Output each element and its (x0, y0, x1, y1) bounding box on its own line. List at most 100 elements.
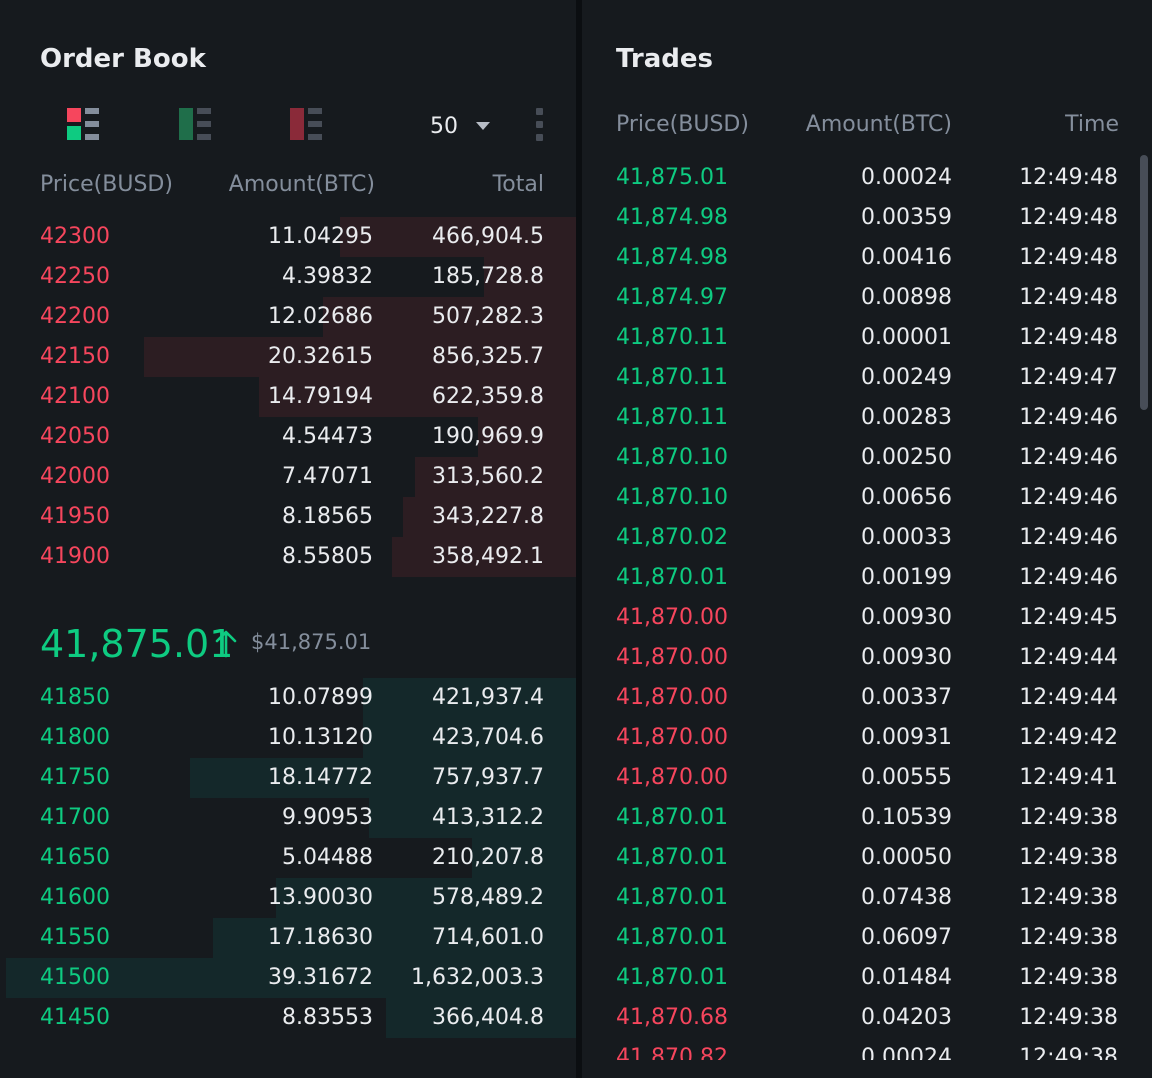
price-cell: 41850 (40, 685, 110, 710)
ask-row[interactable]: 42000 7.47071 313,560.2 (0, 457, 576, 497)
trade-row: 41,870.01 0.06097 12:49:38 (582, 918, 1132, 958)
trade-time: 12:49:41 (1019, 765, 1118, 790)
total-cell: 466,904.5 (432, 224, 544, 249)
last-price: 41,875.01 (40, 622, 234, 666)
trades-header-amount: Amount(BTC) (805, 112, 952, 137)
trade-price: 41,870.01 (616, 845, 728, 870)
price-cell: 41700 (40, 805, 110, 830)
bid-row[interactable]: 41800 10.13120 423,704.6 (0, 718, 576, 758)
trade-price: 41,870.01 (616, 565, 728, 590)
trade-price: 41,870.00 (616, 685, 728, 710)
bid-row[interactable]: 41550 17.18630 714,601.0 (0, 918, 576, 958)
ask-row[interactable]: 42200 12.02686 507,282.3 (0, 297, 576, 337)
trade-price: 41,870.00 (616, 645, 728, 670)
ask-row[interactable]: 41900 8.55805 358,492.1 (0, 537, 576, 577)
depth-bar (259, 377, 576, 417)
trade-time: 12:49:46 (1019, 405, 1118, 430)
depth-value: 50 (430, 113, 458, 139)
bid-row[interactable]: 41850 10.07899 421,937.4 (0, 678, 576, 718)
trade-time: 12:49:38 (1019, 1045, 1118, 1060)
trade-price: 41,870.68 (616, 1005, 728, 1030)
depth-bar (385, 998, 576, 1038)
trade-amount: 0.00199 (861, 565, 952, 590)
trade-row: 41,870.10 0.00250 12:49:46 (582, 438, 1132, 478)
trade-time: 12:49:46 (1019, 525, 1118, 550)
ask-row[interactable]: 42250 4.39832 185,728.8 (0, 257, 576, 297)
amount-cell: 4.54473 (282, 424, 373, 449)
ask-row[interactable]: 42300 11.04295 466,904.5 (0, 217, 576, 257)
amount-cell: 18.14772 (268, 765, 373, 790)
bid-row[interactable]: 41500 39.31672 1,632,003.3 (0, 958, 576, 998)
trade-price: 41,870.01 (616, 885, 728, 910)
order-book-asks-icon[interactable] (290, 108, 324, 142)
trade-time: 12:49:38 (1019, 885, 1118, 910)
trade-time: 12:49:38 (1019, 965, 1118, 990)
order-book-panel: Order Book 50 Price(BUSD) Amount(BTC) To… (0, 0, 576, 1078)
trades-panel: Trades Price(BUSD) Amount(BTC) Time 41,8… (582, 0, 1152, 1078)
order-book-both-icon[interactable] (67, 108, 101, 142)
trade-time: 12:49:38 (1019, 1005, 1118, 1030)
total-cell: 190,969.9 (432, 424, 544, 449)
trade-amount: 0.10539 (861, 805, 952, 830)
trade-amount: 0.00555 (861, 765, 952, 790)
total-cell: 622,359.8 (432, 384, 544, 409)
more-options-icon[interactable] (536, 108, 544, 142)
amount-cell: 8.83553 (282, 1005, 373, 1030)
caret-down-icon (476, 122, 490, 130)
trade-amount: 0.00931 (861, 725, 952, 750)
price-cell: 41600 (40, 885, 110, 910)
trade-row: 41,870.68 0.04203 12:49:38 (582, 998, 1132, 1038)
amount-cell: 7.47071 (282, 464, 373, 489)
price-cell: 42000 (40, 464, 110, 489)
ask-row[interactable]: 42100 14.79194 622,359.8 (0, 377, 576, 417)
price-cell: 42200 (40, 304, 110, 329)
depth-select[interactable]: 50 (430, 112, 490, 140)
ask-row[interactable]: 42150 20.32615 856,325.7 (0, 337, 576, 377)
trade-row: 41,870.02 0.00033 12:49:46 (582, 518, 1132, 558)
amount-cell: 12.02686 (268, 304, 373, 329)
ask-row[interactable]: 41950 8.18565 343,227.8 (0, 497, 576, 537)
trade-row: 41,870.01 0.00199 12:49:46 (582, 558, 1132, 598)
trade-amount: 0.00930 (861, 605, 952, 630)
trade-amount: 0.04203 (861, 1005, 952, 1030)
total-cell: 423,704.6 (432, 725, 544, 750)
bid-row[interactable]: 41450 8.83553 366,404.8 (0, 998, 576, 1038)
depth-bar (362, 718, 576, 758)
depth-bar (403, 497, 576, 537)
depth-bar (414, 457, 576, 497)
bid-row[interactable]: 41750 18.14772 757,937.7 (0, 758, 576, 798)
price-cell: 42300 (40, 224, 110, 249)
depth-bar (362, 678, 576, 718)
total-cell: 210,207.8 (432, 845, 544, 870)
trade-price: 41,875.01 (616, 165, 728, 190)
bid-row[interactable]: 41600 13.90030 578,489.2 (0, 878, 576, 918)
last-price-usd: $41,875.01 (251, 630, 372, 654)
total-cell: 185,728.8 (432, 264, 544, 289)
total-cell: 413,312.2 (432, 805, 544, 830)
price-cell: 42150 (40, 344, 110, 369)
depth-bar (478, 417, 576, 457)
bid-row[interactable]: 41700 9.90953 413,312.2 (0, 798, 576, 838)
trade-row: 41,874.98 0.00359 12:49:48 (582, 198, 1132, 238)
trades-scrollbar[interactable] (1140, 155, 1148, 410)
amount-cell: 8.55805 (282, 544, 373, 569)
ask-row[interactable]: 42050 4.54473 190,969.9 (0, 417, 576, 457)
trades-title: Trades (616, 44, 713, 74)
trade-price: 41,870.11 (616, 365, 728, 390)
depth-bar (5, 958, 576, 998)
depth-bar (339, 217, 576, 257)
order-book-header-total: Total (492, 172, 544, 197)
total-cell: 856,325.7 (432, 344, 544, 369)
trade-amount: 0.00024 (861, 165, 952, 190)
bid-row[interactable]: 41650 5.04488 210,207.8 (0, 838, 576, 878)
total-cell: 343,227.8 (432, 504, 544, 529)
depth-bar (368, 798, 576, 838)
order-book-bids-icon[interactable] (179, 108, 213, 142)
trade-time: 12:49:44 (1019, 685, 1118, 710)
trade-row: 41,870.10 0.00656 12:49:46 (582, 478, 1132, 518)
trade-amount: 0.00930 (861, 645, 952, 670)
trade-price: 41,874.98 (616, 245, 728, 270)
amount-cell: 10.13120 (268, 725, 373, 750)
trade-price: 41,870.02 (616, 525, 728, 550)
trade-amount: 0.00033 (861, 525, 952, 550)
